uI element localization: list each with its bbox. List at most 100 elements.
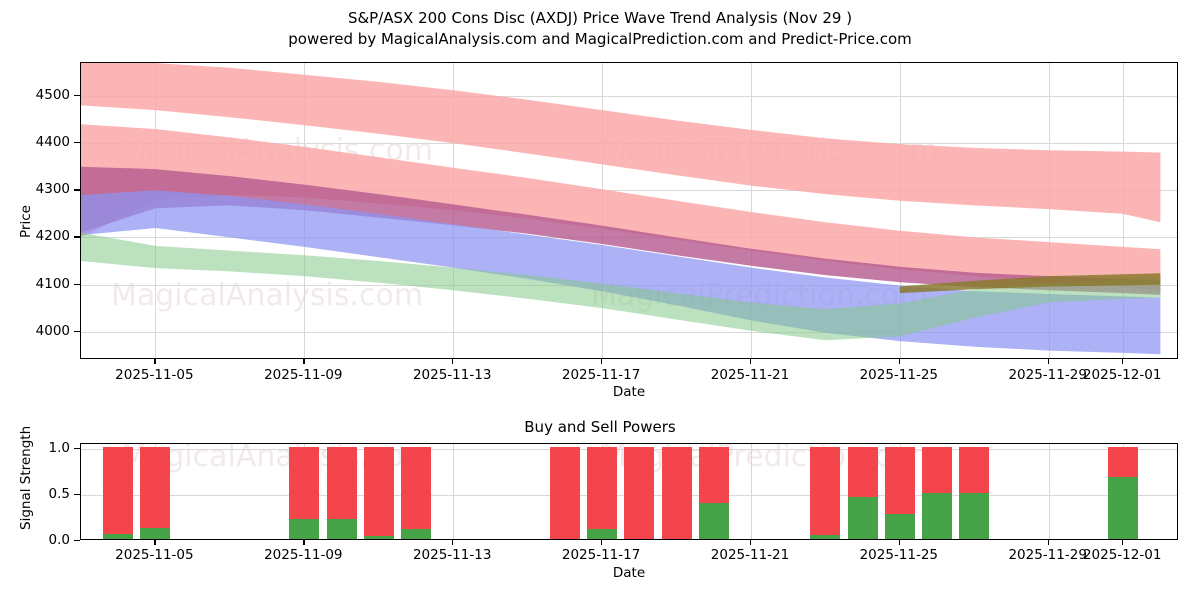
price-wave-trend-plot: MagicalAnalysis.comMagicalPrediction.com… bbox=[80, 62, 1178, 359]
power-bar[interactable] bbox=[326, 446, 357, 539]
gridline-horizontal bbox=[81, 331, 1177, 333]
price-x-tick-mark bbox=[750, 359, 752, 364]
price-x-tick-label: 2025-11-09 bbox=[264, 367, 343, 383]
power-x-tick-mark bbox=[750, 540, 752, 545]
band-outer-red-upper-band bbox=[81, 63, 1161, 223]
power-bar[interactable] bbox=[922, 446, 953, 539]
power-bar[interactable] bbox=[847, 446, 878, 539]
power-bar[interactable] bbox=[363, 446, 394, 539]
power-y-tick-label: 0.0 bbox=[48, 532, 70, 548]
buy-power-segment bbox=[363, 536, 394, 539]
buy-power-segment bbox=[959, 492, 990, 539]
chart-title-line2: powered by MagicalAnalysis.com and Magic… bbox=[288, 30, 912, 48]
power-y-tick-mark bbox=[74, 540, 80, 542]
sell-power-segment bbox=[922, 446, 953, 493]
power-bar[interactable] bbox=[401, 446, 431, 539]
sell-power-segment bbox=[661, 446, 692, 539]
price-y-tick-label: 4000 bbox=[35, 322, 70, 339]
sell-power-segment bbox=[810, 446, 841, 536]
power-y-tick-mark bbox=[74, 493, 80, 496]
price-x-tick-mark bbox=[601, 359, 603, 364]
power-bar[interactable] bbox=[624, 446, 655, 539]
sell-power-segment bbox=[103, 446, 134, 535]
power-x-tick-label: 2025-11-29 bbox=[1008, 547, 1087, 563]
buy-power-segment bbox=[922, 492, 953, 539]
sell-power-segment bbox=[549, 446, 580, 539]
power-bar[interactable] bbox=[289, 446, 320, 539]
power-bar[interactable] bbox=[698, 446, 729, 539]
power-x-tick-mark bbox=[898, 540, 901, 545]
sell-power-segment bbox=[847, 446, 878, 498]
buy-power-segment bbox=[884, 514, 915, 539]
sell-power-segment bbox=[698, 446, 729, 503]
power-y-tick-label: 0.5 bbox=[48, 485, 70, 502]
price-y-axis-title: Price bbox=[18, 205, 34, 238]
buy-power-segment bbox=[847, 497, 878, 539]
price-x-tick-mark bbox=[898, 359, 901, 364]
power-y-tick-label: 1.0 bbox=[48, 439, 70, 456]
price-y-tick-label: 4400 bbox=[35, 134, 70, 151]
price-y-tick-mark bbox=[74, 189, 80, 191]
sell-power-segment bbox=[140, 446, 171, 528]
price-y-tick-label: 4500 bbox=[35, 87, 70, 103]
power-x-tick-label: 2025-12-01 bbox=[1082, 547, 1162, 563]
buy-power-segment bbox=[587, 528, 618, 539]
gridline-horizontal bbox=[81, 190, 1177, 192]
price-x-tick-mark bbox=[303, 359, 305, 364]
gridline-vertical bbox=[1048, 444, 1050, 539]
power-bar[interactable] bbox=[587, 446, 618, 539]
sell-power-segment bbox=[326, 446, 357, 519]
power-x-tick-label: 2025-11-13 bbox=[412, 547, 492, 563]
sell-power-segment bbox=[1108, 446, 1139, 478]
price-x-axis-title: Date bbox=[612, 384, 646, 400]
power-x-tick-mark bbox=[601, 540, 603, 545]
band-olive-overlap-band bbox=[899, 273, 1161, 294]
power-x-tick-mark bbox=[452, 540, 454, 545]
buy-power-segment bbox=[289, 518, 320, 539]
buy-power-segment bbox=[401, 528, 431, 539]
power-x-tick-label: 2025-11-25 bbox=[859, 547, 939, 563]
gridline-horizontal bbox=[81, 96, 1177, 97]
buy-power-segment bbox=[810, 535, 841, 539]
buy-sell-powers-plot: MagicalAnalysis.com MagicalPrediction.com bbox=[80, 443, 1178, 540]
price-x-tick-mark bbox=[1047, 359, 1049, 364]
price-y-tick-mark bbox=[74, 236, 80, 238]
price-x-tick-mark bbox=[1122, 359, 1124, 364]
price-x-tick-label: 2025-12-01 bbox=[1082, 367, 1162, 383]
power-bar[interactable] bbox=[884, 446, 915, 539]
sell-power-segment bbox=[624, 446, 655, 539]
sell-power-segment bbox=[587, 446, 618, 529]
price-x-tick-label: 2025-11-21 bbox=[710, 367, 790, 383]
price-y-tick-label: 4300 bbox=[35, 181, 70, 198]
price-x-tick-mark bbox=[452, 359, 454, 364]
chart-title-line1: S&P/ASX 200 Cons Disc (AXDJ) Price Wave … bbox=[347, 9, 853, 27]
price-y-tick-mark bbox=[74, 142, 80, 144]
band-inner-red-band bbox=[81, 124, 1161, 291]
price-y-tick-mark bbox=[74, 330, 80, 332]
gridline-vertical bbox=[751, 63, 752, 358]
power-bar[interactable] bbox=[810, 446, 841, 539]
power-bar[interactable] bbox=[140, 446, 171, 539]
power-bar[interactable] bbox=[1108, 446, 1139, 539]
power-y-axis-title: Signal Strength bbox=[18, 425, 34, 530]
power-bar[interactable] bbox=[959, 446, 990, 539]
buy-power-segment bbox=[1108, 477, 1139, 539]
sell-power-segment bbox=[401, 446, 431, 529]
price-y-tick-label: 4200 bbox=[35, 228, 70, 245]
buy-power-segment bbox=[326, 518, 357, 539]
power-bar[interactable] bbox=[103, 446, 134, 539]
price-band-areas bbox=[81, 63, 1161, 355]
power-bar[interactable] bbox=[661, 446, 692, 539]
power-x-tick-mark bbox=[154, 540, 156, 545]
chart-title: S&P/ASX 200 Cons Disc (AXDJ) Price Wave … bbox=[0, 8, 1200, 50]
price-x-tick-label: 2025-11-17 bbox=[561, 367, 641, 383]
gridline-vertical bbox=[899, 63, 901, 358]
price-x-tick-label: 2025-11-25 bbox=[859, 367, 939, 383]
buy-power-segment bbox=[140, 527, 171, 539]
power-x-tick-mark bbox=[1047, 540, 1049, 545]
power-chart-title: Buy and Sell Powers bbox=[524, 418, 676, 436]
gridline-vertical bbox=[453, 444, 455, 539]
power-x-tick-mark bbox=[303, 540, 305, 545]
power-bar[interactable] bbox=[549, 446, 580, 539]
